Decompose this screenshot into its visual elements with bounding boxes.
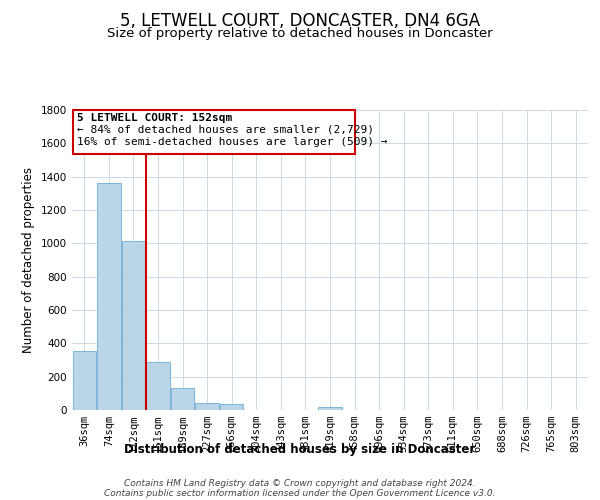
- Bar: [97, 184, 121, 410]
- Bar: [220, 404, 244, 410]
- Text: Distribution of detached houses by size in Doncaster: Distribution of detached houses by size …: [124, 442, 476, 456]
- FancyBboxPatch shape: [73, 110, 355, 154]
- Text: Contains public sector information licensed under the Open Government Licence v3: Contains public sector information licen…: [104, 488, 496, 498]
- Text: 16% of semi-detached houses are larger (509) →: 16% of semi-detached houses are larger (…: [77, 136, 388, 146]
- Text: ← 84% of detached houses are smaller (2,729): ← 84% of detached houses are smaller (2,…: [77, 125, 374, 135]
- Bar: [319, 406, 341, 410]
- Bar: [171, 388, 194, 410]
- Text: 5, LETWELL COURT, DONCASTER, DN4 6GA: 5, LETWELL COURT, DONCASTER, DN4 6GA: [120, 12, 480, 30]
- Text: 5 LETWELL COURT: 152sqm: 5 LETWELL COURT: 152sqm: [77, 114, 232, 124]
- Text: Contains HM Land Registry data © Crown copyright and database right 2024.: Contains HM Land Registry data © Crown c…: [124, 478, 476, 488]
- Bar: [73, 351, 96, 410]
- Bar: [196, 402, 219, 410]
- Bar: [146, 362, 170, 410]
- Text: Size of property relative to detached houses in Doncaster: Size of property relative to detached ho…: [107, 28, 493, 40]
- Bar: [122, 241, 145, 410]
- Y-axis label: Number of detached properties: Number of detached properties: [22, 167, 35, 353]
